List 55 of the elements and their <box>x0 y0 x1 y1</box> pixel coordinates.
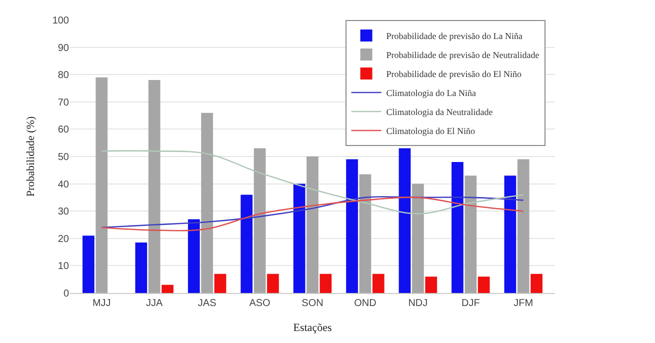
bar <box>293 184 306 293</box>
bar <box>425 276 438 293</box>
x-tick-label: DJF <box>461 298 480 309</box>
x-tick-label: NDJ <box>408 298 428 309</box>
bar <box>452 162 464 293</box>
x-tick-label: JAS <box>198 298 217 309</box>
x-tick-label: MJJ <box>92 298 111 309</box>
legend-label: Probabilidade de previsão de Neutralidade <box>386 50 540 60</box>
bar <box>412 184 424 293</box>
y-tick-label: 10 <box>58 261 70 272</box>
y-tick-label: 30 <box>58 206 70 218</box>
y-tick-label: 80 <box>58 70 70 82</box>
bar <box>96 77 108 293</box>
bar <box>240 194 253 293</box>
bar <box>82 236 94 293</box>
x-tick-label: JFM <box>514 298 534 309</box>
legend-label: Climatologia do La Niña <box>386 88 476 98</box>
y-tick-label: 50 <box>58 152 70 163</box>
y-tick-label: 90 <box>58 42 70 54</box>
bar <box>162 284 174 293</box>
legend-label: Probabilidade de previsão do La Niña <box>386 31 523 42</box>
legend-label: Climatologia da Neutralidade <box>386 107 493 118</box>
y-tick-label: 40 <box>58 179 70 190</box>
bar <box>517 159 530 293</box>
bar <box>254 148 266 293</box>
x-tick-label: JJA <box>146 298 164 309</box>
bar <box>214 274 226 293</box>
line-series <box>100 150 524 214</box>
bar <box>464 176 477 293</box>
y-tick-label: 0 <box>63 288 70 300</box>
bar <box>530 274 542 293</box>
y-tick-label: 60 <box>58 124 70 136</box>
bar <box>359 174 372 293</box>
bar <box>398 148 411 293</box>
bar <box>135 242 148 293</box>
bar <box>306 156 318 293</box>
legend-label: Probabilidade de previsão do El Niño <box>386 69 522 80</box>
y-tick-label: 70 <box>58 97 70 108</box>
y-tick-label: 20 <box>58 234 70 245</box>
bar <box>201 112 213 293</box>
x-tick-label: SON <box>302 298 324 309</box>
bar <box>148 80 160 293</box>
legend-label: Climatologia do El Niño <box>386 126 476 136</box>
bar <box>320 274 332 293</box>
x-tick-label: OND <box>354 298 376 309</box>
bar <box>478 276 490 293</box>
y-axis-title: Probabilidade (%) <box>24 116 37 197</box>
bar <box>188 219 200 293</box>
x-tick-label: ASO <box>249 298 271 309</box>
bar <box>346 159 358 293</box>
bar <box>504 176 516 293</box>
y-tick-label: 100 <box>52 16 70 26</box>
x-axis-title: Estações <box>293 322 332 334</box>
bar <box>267 274 279 293</box>
bar <box>372 274 384 293</box>
